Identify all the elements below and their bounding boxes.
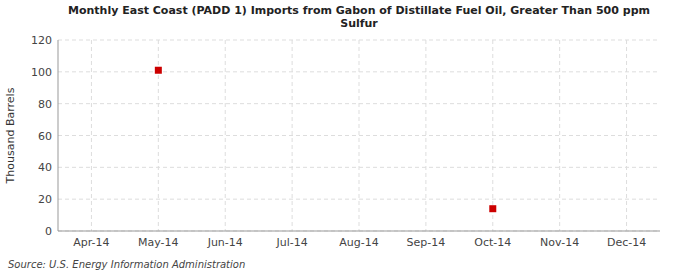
x-grid-line — [292, 40, 293, 231]
x-tick-label: Aug-14 — [339, 236, 378, 249]
x-tick-label: Sep-14 — [407, 236, 446, 249]
source: Source: U.S. Energy Information Administ… — [8, 259, 245, 270]
x-tick-label: May-14 — [138, 236, 179, 249]
title-line: Sulfur — [340, 17, 378, 30]
x-tick-label: Apr-14 — [73, 236, 109, 249]
y-grid-line — [58, 135, 660, 136]
y-tick-label: 20 — [38, 193, 52, 206]
x-tick-label: Dec-14 — [607, 236, 646, 249]
points — [155, 67, 496, 212]
x-tick-label: Oct-14 — [474, 236, 511, 249]
y-tick-label: 100 — [31, 66, 52, 79]
point — [489, 205, 496, 212]
y-tick-label: 40 — [38, 161, 52, 174]
x-grid-line — [559, 40, 560, 231]
y-grid-line — [58, 231, 660, 232]
y-grid-line — [58, 199, 660, 200]
title: Monthly East Coast (PADD 1) Imports from… — [68, 4, 650, 30]
grid — [58, 40, 660, 231]
x-grid-line — [425, 40, 426, 231]
x-grid-line — [492, 40, 493, 231]
x-axis — [58, 231, 660, 232]
y-axis-label: Thousand Barrels — [4, 87, 17, 184]
y-tick-label: 80 — [38, 98, 52, 111]
x-grid-line — [626, 40, 627, 231]
x-grid-line — [91, 40, 92, 231]
chart: 0 20 40 60 80 100 120 Apr-14 May-14 Jun-14 Jul-14 A… — [0, 0, 675, 275]
y-tick-label: 0 — [45, 225, 52, 238]
y-axis — [58, 40, 59, 231]
y-tick-label: 120 — [31, 34, 52, 47]
x-tick-label: Jul-14 — [275, 236, 307, 249]
point — [155, 67, 162, 74]
y-tick-label: 60 — [38, 130, 52, 143]
x-grid-line — [225, 40, 226, 231]
title-line: Monthly East Coast (PADD 1) Imports from… — [68, 4, 650, 17]
x-tick-label: Nov-14 — [540, 236, 579, 249]
x-tick-label: Jun-14 — [207, 236, 243, 249]
x-grid-line — [359, 40, 360, 231]
